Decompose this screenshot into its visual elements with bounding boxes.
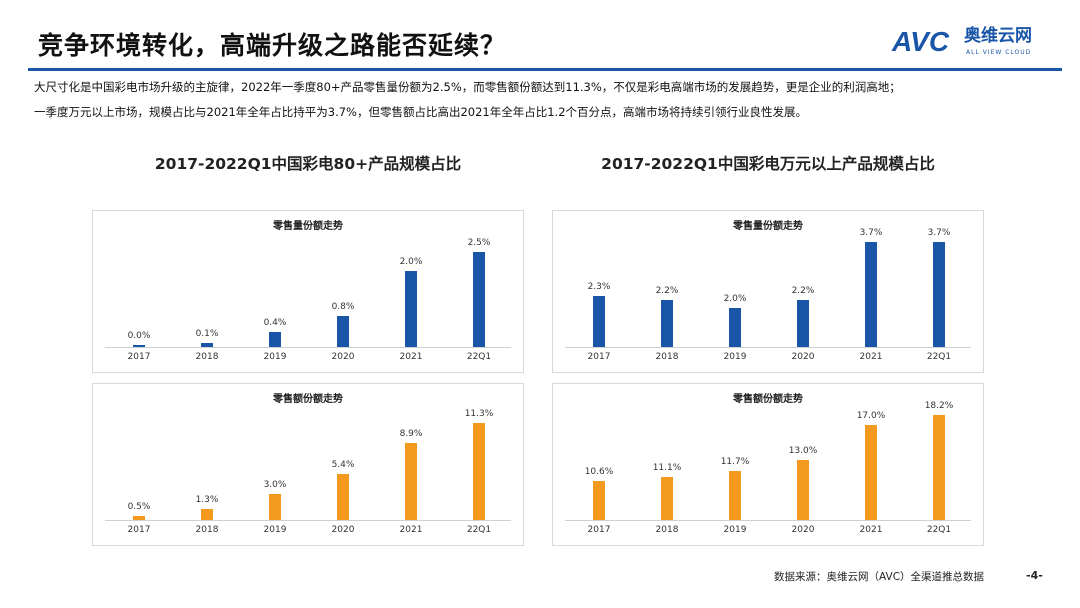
chart-title: 零售额份额走势 bbox=[273, 394, 343, 405]
bar-2018 bbox=[661, 300, 673, 347]
description-line-1: 大尺寸化是中国彩电市场升级的主旋律，2022年一季度80+产品零售量份额为2.5… bbox=[34, 80, 901, 94]
bar-22Q1 bbox=[473, 251, 485, 347]
avc-logo: AVC 奥维云网 ALL VIEW CLOUD bbox=[892, 26, 1032, 57]
bar-2021 bbox=[865, 242, 877, 347]
bar-2021 bbox=[405, 443, 417, 520]
data-label: 17.0% bbox=[856, 411, 886, 422]
chart-panel-3: 零售额份额走势 10.6% 2017 11.1% 2018 11.7% 2019 13.0% 2… bbox=[552, 383, 984, 546]
x-tick-label: 22Q1 bbox=[466, 352, 492, 362]
bar-2017 bbox=[133, 515, 145, 520]
x-tick-label: 2020 bbox=[331, 352, 355, 362]
bar-2021 bbox=[865, 425, 877, 520]
header-divider bbox=[28, 68, 1062, 71]
x-tick-label: 2020 bbox=[791, 352, 815, 362]
x-tick-label: 2017 bbox=[587, 525, 611, 535]
data-label: 0.4% bbox=[263, 317, 287, 328]
x-tick-label: 2017 bbox=[587, 352, 611, 362]
x-tick-label: 22Q1 bbox=[926, 352, 952, 362]
bar-2019 bbox=[269, 494, 281, 520]
data-label: 0.5% bbox=[127, 501, 151, 512]
left-group-title: 2017-2022Q1中国彩电80+产品规模占比 bbox=[154, 155, 462, 173]
bar-2020 bbox=[337, 473, 349, 520]
data-label: 3.0% bbox=[263, 480, 287, 491]
chart-panel-0: 零售量份额走势 0.0% 2017 0.1% 2018 0.4% 2019 0.8% 2020 2… bbox=[92, 210, 524, 373]
chart-title: 零售额份额走势 bbox=[733, 394, 803, 405]
x-axis bbox=[105, 520, 511, 521]
bar-2021 bbox=[405, 270, 417, 347]
x-tick-label: 2018 bbox=[195, 525, 219, 535]
bar-2018 bbox=[201, 343, 213, 347]
data-label: 0.8% bbox=[331, 302, 355, 313]
data-label: 18.2% bbox=[924, 401, 954, 411]
x-tick-label: 22Q1 bbox=[466, 525, 492, 535]
data-label: 5.4% bbox=[331, 459, 355, 470]
bar-2018 bbox=[201, 508, 213, 520]
bar-2017 bbox=[133, 345, 145, 347]
data-label: 11.3% bbox=[464, 408, 494, 419]
data-label: 2.0% bbox=[399, 256, 423, 267]
x-axis bbox=[565, 520, 971, 521]
bar-2020 bbox=[797, 460, 809, 520]
bar-2019 bbox=[729, 308, 741, 347]
x-tick-label: 2018 bbox=[655, 352, 679, 362]
x-axis bbox=[105, 347, 511, 348]
x-tick-label: 2017 bbox=[127, 525, 151, 535]
data-source: 数据来源：奥维云网（AVC）全渠道推总数据 bbox=[774, 571, 985, 583]
bar-22Q1 bbox=[933, 415, 945, 520]
x-tick-label: 2017 bbox=[127, 352, 151, 362]
data-label: 2.2% bbox=[791, 286, 815, 297]
x-tick-label: 2021 bbox=[399, 525, 423, 535]
x-tick-label: 2020 bbox=[331, 525, 355, 535]
data-label: 1.3% bbox=[195, 494, 219, 505]
x-tick-label: 2019 bbox=[723, 525, 747, 535]
chart-title: 零售量份额走势 bbox=[733, 221, 803, 232]
page-number: -4- bbox=[1026, 569, 1043, 582]
bar-22Q1 bbox=[933, 242, 945, 347]
x-tick-label: 2018 bbox=[655, 525, 679, 535]
x-tick-label: 2018 bbox=[195, 352, 219, 362]
x-tick-label: 2021 bbox=[399, 352, 423, 362]
data-label: 3.7% bbox=[859, 228, 883, 238]
chart-panel-1: 零售额份额走势 0.5% 2017 1.3% 2018 3.0% 2019 5.4% 2020 8… bbox=[92, 383, 524, 546]
chart-panel-2: 零售量份额走势 2.3% 2017 2.2% 2018 2.0% 2019 2.2% 2020 3… bbox=[552, 210, 984, 373]
bar-2017 bbox=[593, 480, 605, 520]
bar-2020 bbox=[797, 300, 809, 347]
data-label: 13.0% bbox=[788, 446, 818, 457]
x-tick-label: 2021 bbox=[859, 525, 883, 535]
data-label: 11.1% bbox=[652, 462, 682, 473]
data-label: 2.3% bbox=[587, 282, 611, 293]
x-tick-label: 2019 bbox=[723, 352, 747, 362]
data-label: 2.0% bbox=[723, 294, 747, 305]
data-label: 0.0% bbox=[127, 331, 151, 341]
bar-22Q1 bbox=[473, 422, 485, 520]
x-tick-label: 2020 bbox=[791, 525, 815, 535]
x-tick-label: 22Q1 bbox=[926, 525, 952, 535]
data-label: 2.5% bbox=[467, 237, 491, 248]
data-label: 10.6% bbox=[584, 466, 614, 477]
bar-2020 bbox=[337, 316, 349, 347]
x-tick-label: 2019 bbox=[263, 352, 287, 362]
x-tick-label: 2021 bbox=[859, 352, 883, 362]
data-label: 2.2% bbox=[655, 286, 679, 297]
data-label: 0.1% bbox=[195, 329, 219, 340]
data-label: 11.7% bbox=[720, 457, 750, 468]
x-tick-label: 2019 bbox=[263, 525, 287, 535]
bar-2019 bbox=[729, 471, 741, 520]
right-group-title: 2017-2022Q1中国彩电万元以上产品规模占比 bbox=[601, 155, 935, 173]
chart-title: 零售量份额走势 bbox=[273, 221, 343, 232]
data-label: 8.9% bbox=[399, 429, 423, 440]
x-axis bbox=[565, 347, 971, 348]
bar-2018 bbox=[661, 476, 673, 520]
page-title: 竞争环境转化，高端升级之路能否延续？ bbox=[38, 31, 507, 60]
bar-2017 bbox=[593, 296, 605, 347]
data-label: 3.7% bbox=[927, 228, 951, 238]
description-line-2: 一季度万元以上市场，规模占比与2021年全年占比持平为3.7%，但零售额占比高出… bbox=[34, 105, 808, 119]
bar-2019 bbox=[269, 331, 281, 347]
